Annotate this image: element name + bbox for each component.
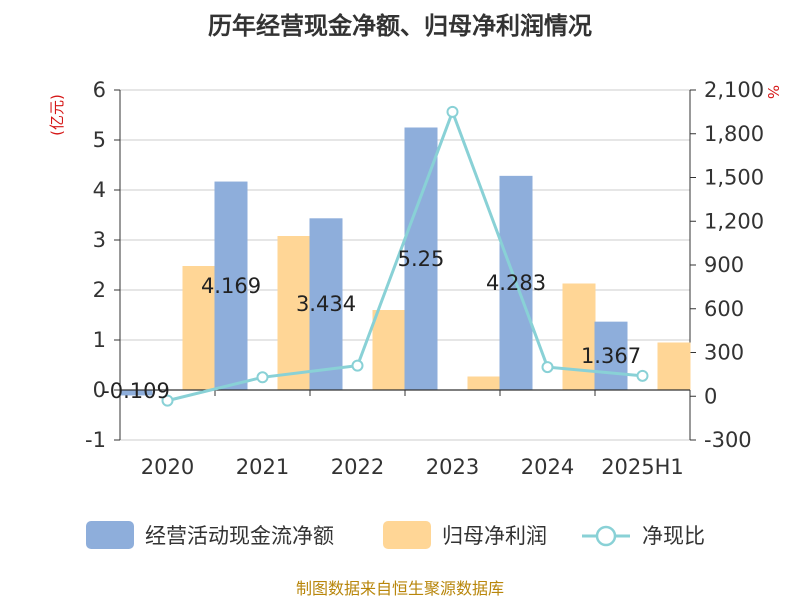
legend-item-net-profit[interactable]: 归母净利润 (383, 521, 547, 549)
x-tick-label: 2025H1 (601, 455, 684, 479)
right-tick-label: 0 (704, 384, 717, 408)
ratio-point (446, 105, 459, 118)
source-note: 制图数据来自恒生聚源数据库 (296, 579, 504, 598)
bar-net-profit (562, 283, 596, 390)
legend-marker-cash-ratio (595, 525, 617, 547)
legend-item-operating-cash-flow[interactable]: 经营活动现金流净额 (86, 521, 334, 549)
data-label-operating-cash-flow: 1.367 (581, 344, 641, 368)
legend-swatch-net-profit (383, 521, 431, 549)
left-tick-label: 2 (93, 278, 106, 302)
right-axis-unit: % (764, 85, 782, 99)
x-axis-labels: 2020 2021 2022 2023 2024 2025H1 (141, 455, 684, 479)
x-tick-label: 2021 (236, 455, 289, 479)
left-axis: 6 5 4 3 2 1 0 -1 (85, 78, 121, 452)
bar-net-profit (372, 310, 406, 390)
ratio-line (161, 105, 649, 407)
left-axis-unit: (亿元) (48, 94, 66, 136)
right-tick-label: 300 (704, 341, 744, 365)
left-tick-label: 6 (93, 78, 106, 102)
right-tick-label: -300 (704, 428, 752, 452)
right-tick-label: 1,500 (704, 166, 764, 190)
right-tick-label: 600 (704, 297, 744, 321)
bar-net-profit (277, 236, 311, 390)
bar-operating-cash-flow (119, 390, 153, 396)
legend-label-cash-ratio: 净现比 (642, 524, 705, 548)
legend: 经营活动现金流净额 归母净利润 净现比 (86, 521, 705, 549)
left-tick-label: 0 (93, 378, 106, 402)
legend-label-net-profit: 归母净利润 (442, 524, 547, 548)
right-tick-label: 1,200 (704, 209, 764, 233)
x-tick-label: 2023 (426, 455, 479, 479)
legend-item-cash-ratio[interactable]: 净现比 (582, 524, 705, 548)
bar-operating-cash-flow (594, 321, 628, 390)
right-axis: 2,100 1,800 1,500 1,200 900 600 300 0 -300 (689, 78, 764, 452)
right-tick-label: 2,100 (704, 78, 764, 102)
bar-operating-cash-flow (404, 127, 438, 390)
legend-label-operating-cash-flow: 经营活动现金流净额 (145, 524, 334, 548)
bar-net-profit (182, 266, 216, 390)
legend-swatch-operating-cash-flow (86, 521, 134, 549)
bar-net-profit (657, 342, 691, 390)
data-label-operating-cash-flow: 5.25 (398, 247, 445, 271)
chart-title: 历年经营现金净额、归母净利润情况 (208, 12, 592, 40)
data-label-operating-cash-flow: 3.434 (296, 292, 356, 316)
data-label-operating-cash-flow: 4.283 (486, 271, 546, 295)
ratio-point (256, 371, 269, 384)
left-tick-label: 3 (93, 228, 106, 252)
left-tick-label: -1 (85, 428, 106, 452)
right-tick-label: 900 (704, 253, 744, 277)
ratio-point (636, 369, 649, 382)
right-tick-label: 1,800 (704, 122, 764, 146)
x-tick-label: 2020 (141, 455, 194, 479)
bars (119, 127, 691, 396)
data-label-operating-cash-flow: 4.169 (201, 274, 261, 298)
bar-net-profit (467, 376, 501, 390)
bar-operating-cash-flow (214, 181, 248, 390)
data-label-operating-cash-flow: -0.109 (102, 379, 170, 403)
ratio-point (351, 359, 364, 372)
x-tick-label: 2022 (331, 455, 384, 479)
ratio-point (161, 394, 174, 407)
left-tick-label: 5 (93, 128, 106, 152)
bar-operating-cash-flow (309, 218, 343, 390)
x-tick-label: 2024 (521, 455, 574, 479)
ratio-point (541, 361, 554, 374)
left-tick-label: 4 (93, 178, 106, 202)
ratio-polyline (167, 107, 643, 403)
data-labels: -0.109 4.169 3.434 5.25 4.283 1.367 (102, 247, 641, 403)
left-tick-label: 1 (93, 328, 106, 352)
